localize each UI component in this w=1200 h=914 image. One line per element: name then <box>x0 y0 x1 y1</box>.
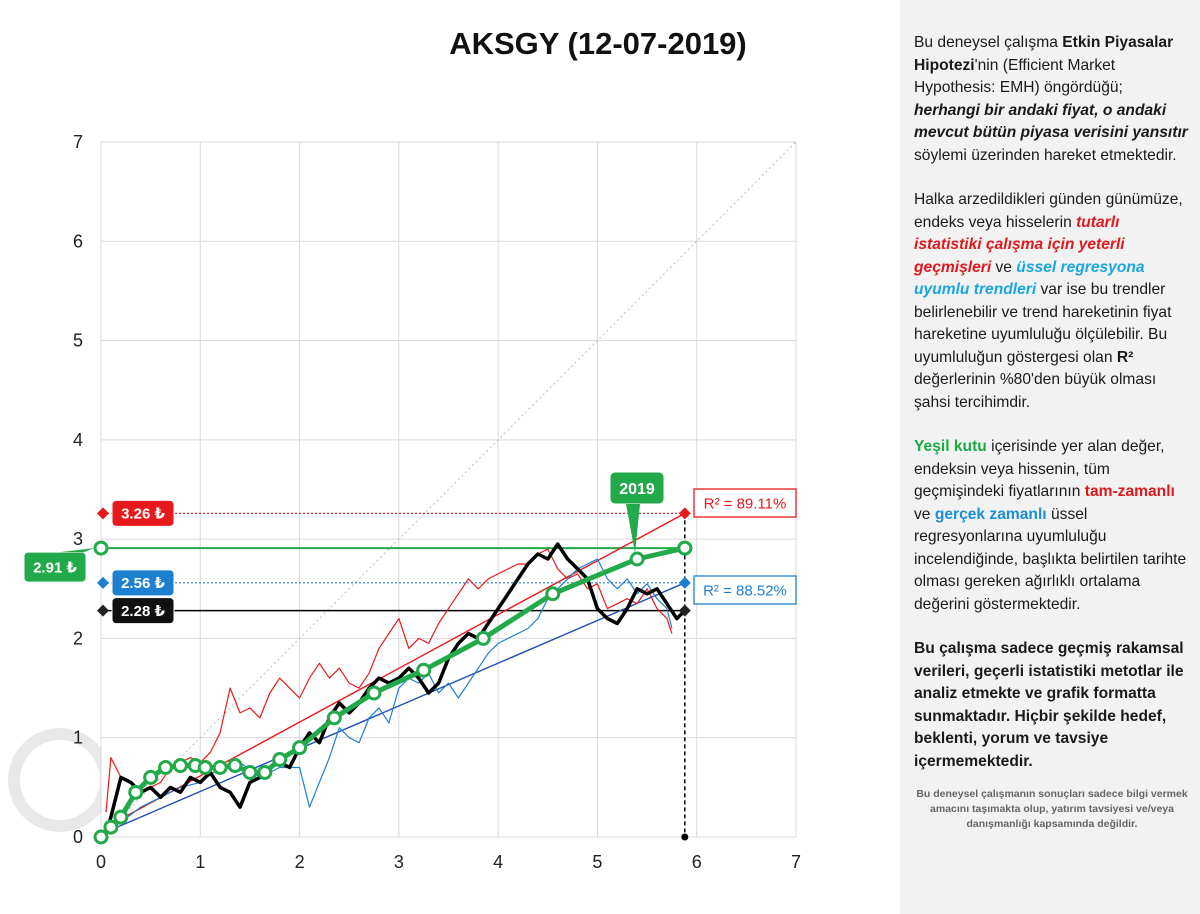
x-tick-label: 6 <box>692 852 702 872</box>
warning-paragraph: Bu çalışma sadece geçmiş rakamsal verile… <box>914 640 1184 770</box>
green-data-point <box>545 586 561 602</box>
diagonal-line <box>100 141 797 838</box>
blue-r2-label-box <box>693 575 797 605</box>
green-price-label-box <box>23 551 87 583</box>
green-data-point <box>272 752 288 768</box>
black-price-line <box>104 542 687 833</box>
red-price-label-box <box>111 499 175 527</box>
green-data-point <box>242 764 258 780</box>
black-price-label-box <box>111 597 175 625</box>
red-end-marker <box>678 507 691 520</box>
green-data-point <box>326 710 342 726</box>
intro-paragraph: Bu deneysel çalışma Etkin Piyasalar Hipo… <box>914 34 1188 164</box>
blue-price-label: 2.56 ₺ <box>121 575 165 592</box>
green-start-marker <box>93 540 109 556</box>
trend-line <box>105 582 686 833</box>
disclaimer: Bu deneysel çalışmanın sonuçları sadece … <box>916 788 1188 830</box>
y-tick-label: 2 <box>73 628 83 648</box>
chart-panel: 0 1 2 3 4 5 6 7 0 1 2 3 4 5 6 7 3.26 ₺ 2.56 ₺ 2.28 ₺ 2.91 … <box>8 26 802 872</box>
green-box-paragraph: Yeşil kutu içerisinde yer alan değer, en… <box>914 438 1187 613</box>
red-price-label: 3.26 ₺ <box>121 506 165 523</box>
green-data-point <box>629 551 645 567</box>
y-tick-label: 1 <box>73 728 83 748</box>
red-r2-label-box <box>693 488 797 518</box>
x-tick-label: 5 <box>592 852 602 872</box>
watermark-ring <box>8 728 112 832</box>
green-label-pointer <box>60 548 94 553</box>
green-data-point <box>416 662 432 678</box>
blue-end-marker <box>678 576 691 589</box>
x-tick-label: 0 <box>96 852 106 872</box>
green-data-point <box>292 740 308 756</box>
x-tick-label: 2 <box>295 852 305 872</box>
green-data-point <box>475 630 491 646</box>
y-tick-label: 4 <box>73 430 83 450</box>
x-tick-label: 1 <box>195 852 205 872</box>
green-regression-line <box>99 545 686 839</box>
current-date-dot <box>681 833 689 841</box>
green-data-point <box>128 784 144 800</box>
x-tick-label: 3 <box>394 852 404 872</box>
x-tick-label: 7 <box>791 852 801 872</box>
green-data-point <box>103 819 119 835</box>
green-data-point <box>113 809 129 825</box>
green-data-point <box>143 769 159 785</box>
trend-line <box>105 512 686 828</box>
green-data-point <box>227 758 243 774</box>
y-tick-label: 6 <box>73 231 83 251</box>
green-data-point <box>257 764 273 780</box>
y-tick-label: 0 <box>73 827 83 847</box>
info-panel: Bu deneysel çalışma Etkin Piyasalar Hipo… <box>900 0 1200 914</box>
price-chart: 0 1 2 3 4 5 6 7 0 1 2 3 4 5 6 7 3.26 ₺ 2.56 ₺ 2.28 ₺ 2.91 … <box>8 26 801 872</box>
green-data-point <box>197 760 213 775</box>
blue-price-label-box <box>111 569 175 597</box>
green-data-point <box>172 758 188 774</box>
green-data-point <box>158 760 174 775</box>
black-end-marker <box>678 604 691 617</box>
green-data-point <box>366 685 382 701</box>
y-tick-label: 3 <box>73 529 83 549</box>
black-price-label: 2.28 ₺ <box>121 603 165 620</box>
year-callout-pointer <box>626 504 640 553</box>
chart-title: AKSGY (12-07-2019) <box>449 26 747 61</box>
green-price-label: 2.91 ₺ <box>33 559 77 576</box>
year-callout-label: 2019 <box>619 481 655 498</box>
green-data-point <box>212 760 228 775</box>
black-start-marker <box>97 604 109 617</box>
y-tick-label: 7 <box>73 132 83 152</box>
method-paragraph: Halka arzedildikleri günden günümüze, en… <box>914 191 1183 411</box>
x-tick-label: 4 <box>493 852 503 872</box>
blue-start-marker <box>97 576 109 589</box>
blue-r2-label: R² = 88.52% <box>703 583 787 600</box>
green-end-marker <box>677 540 693 556</box>
red-r2-label: R² = 89.11% <box>704 496 787 513</box>
y-tick-label: 5 <box>73 331 83 351</box>
green-data-point <box>93 829 109 845</box>
red-start-marker <box>97 507 109 520</box>
